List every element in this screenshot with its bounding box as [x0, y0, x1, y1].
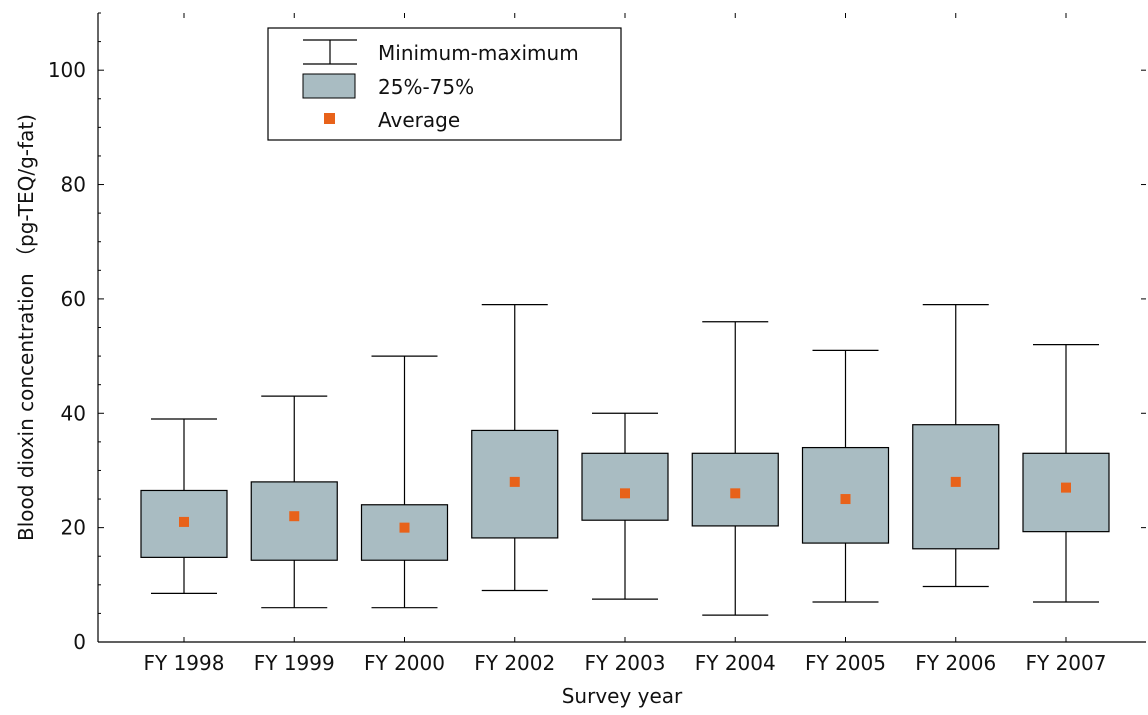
- box-group: [1022, 344, 1110, 603]
- average-marker: [289, 511, 300, 522]
- x-tick-label: FY 2007: [1026, 651, 1107, 675]
- y-tick-label: 40: [61, 401, 86, 425]
- average-marker: [179, 516, 189, 527]
- legend-box-icon: [302, 73, 356, 99]
- average-marker: [620, 488, 630, 499]
- box-group: [140, 418, 228, 594]
- legend-average-label: Average: [378, 108, 460, 132]
- box-group: [360, 355, 449, 609]
- legend-box-label: 25%-75%: [378, 75, 474, 99]
- legend: Minimum-maximum 25%-75% Average: [267, 27, 622, 141]
- x-axis-title: Survey year: [562, 684, 683, 708]
- box-group: [691, 321, 779, 616]
- y-tick-label: 60: [61, 287, 86, 311]
- x-tick-label: FY 2000: [364, 651, 445, 675]
- box-series: [140, 304, 1110, 616]
- y-tick-label: 20: [61, 516, 86, 540]
- x-tick-label: FY 2004: [695, 651, 776, 675]
- average-marker: [730, 488, 741, 499]
- legend-whisker-icon: [303, 39, 357, 65]
- y-axis-title: Blood dioxin concentration （pg-TEQ/g-fat…: [14, 114, 38, 541]
- box-group: [581, 412, 669, 600]
- iqr-box: [581, 452, 669, 521]
- x-tick-label: FY 1999: [254, 651, 335, 675]
- x-tick-label: FY 1998: [144, 651, 225, 675]
- average-marker: [950, 476, 961, 487]
- box-group: [250, 395, 338, 609]
- y-axis: 0 20 40 60 80 100: [48, 12, 104, 654]
- x-tick-label: FY 2006: [915, 651, 996, 675]
- average-marker: [399, 522, 410, 533]
- x-tick-label: FY 2003: [585, 651, 666, 675]
- x-tick-label: FY 2002: [474, 651, 555, 675]
- average-marker: [1061, 482, 1071, 493]
- legend-average-icon: [324, 113, 335, 124]
- y-tick-label: 0: [73, 630, 86, 654]
- average-marker: [509, 476, 520, 487]
- average-marker: [840, 494, 851, 505]
- legend-whisker-label: Minimum-maximum: [378, 41, 579, 65]
- y-tick-label: 80: [61, 173, 86, 197]
- y-tick-label: 100: [48, 58, 86, 82]
- x-axis: FY 1998 FY 1999 FY 2000 FY 2002 FY 2003 FY 20…: [144, 637, 1107, 675]
- box-group: [471, 304, 559, 592]
- box-group: [912, 304, 1000, 588]
- box-group: [801, 349, 890, 603]
- x-tick-label: FY 2005: [805, 651, 886, 675]
